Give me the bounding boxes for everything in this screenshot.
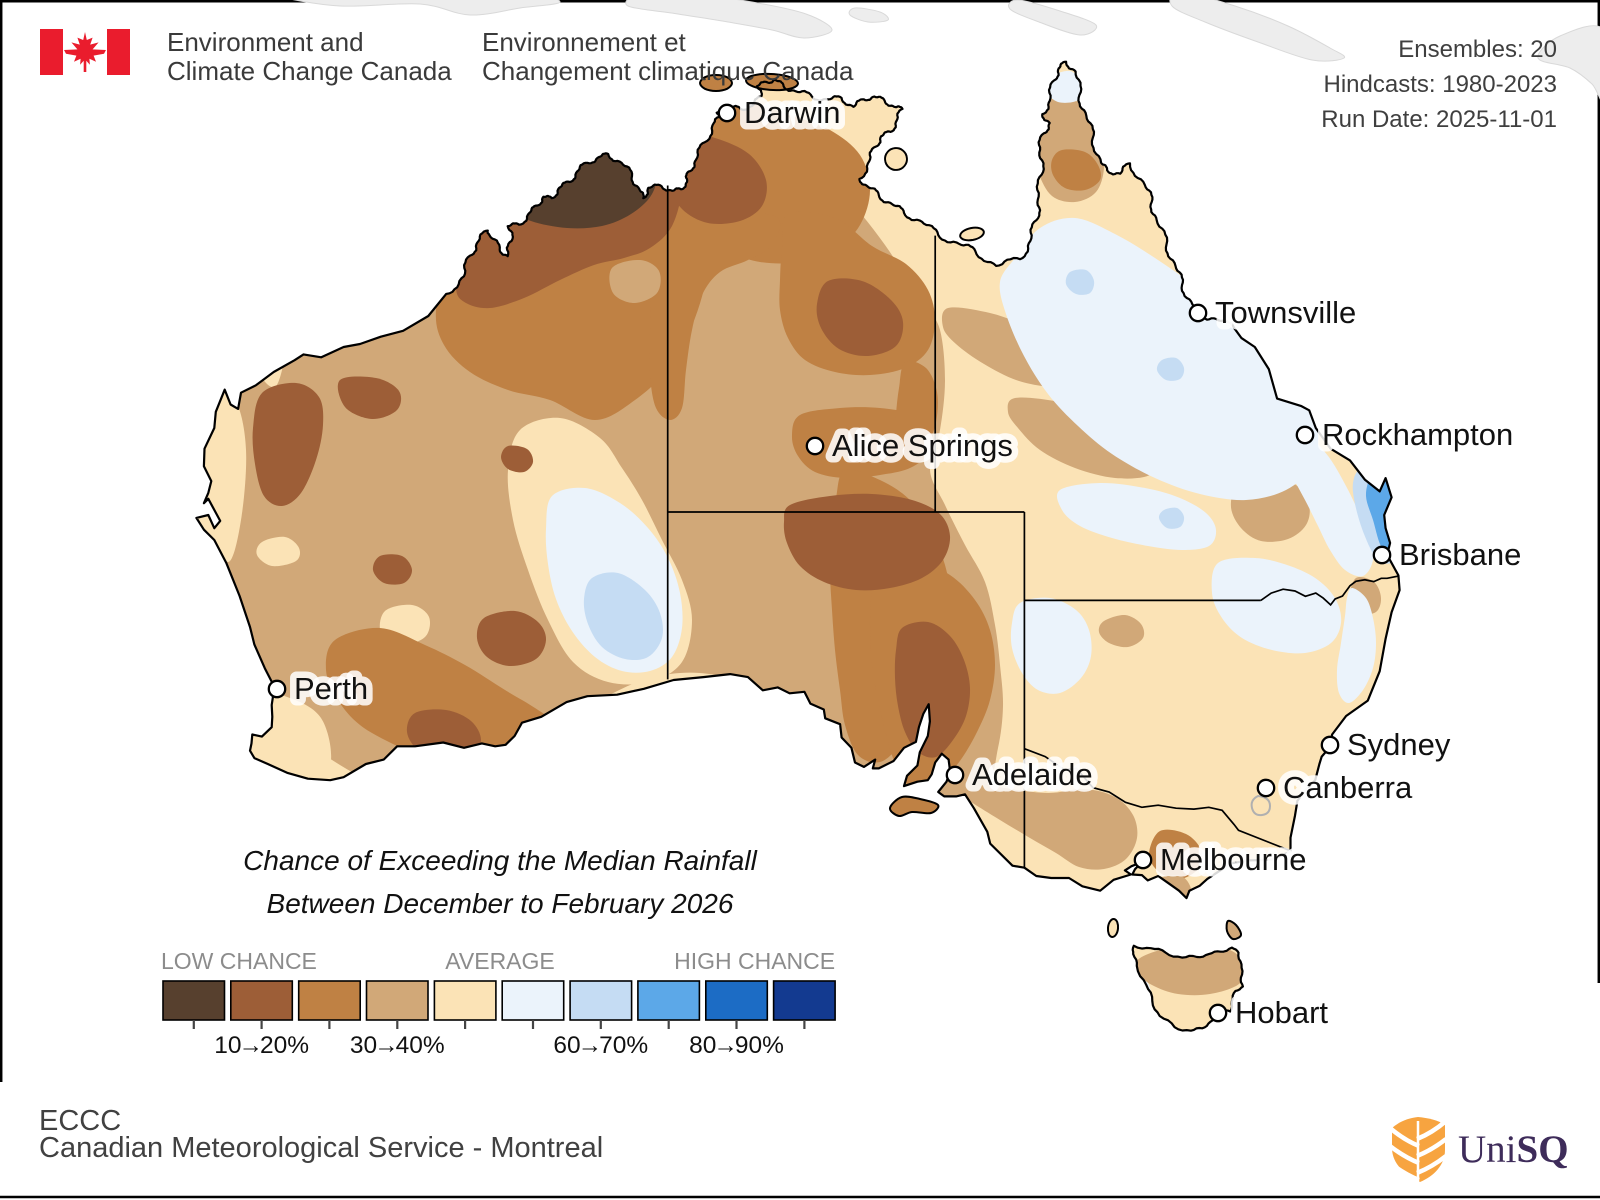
svg-text:Perth: Perth xyxy=(294,671,368,706)
svg-text:Sydney: Sydney xyxy=(1347,727,1451,762)
svg-text:Adelaide: Adelaide xyxy=(972,757,1093,792)
svg-text:60→70%: 60→70% xyxy=(553,1032,648,1059)
svg-text:LOW CHANCE: LOW CHANCE xyxy=(161,948,317,974)
svg-text:Brisbane: Brisbane xyxy=(1399,537,1521,572)
svg-text:Hobart: Hobart xyxy=(1235,995,1328,1030)
svg-text:Canberra: Canberra xyxy=(1283,770,1413,805)
svg-text:Changement climatique Canada: Changement climatique Canada xyxy=(482,56,854,86)
svg-text:Rockhampton: Rockhampton xyxy=(1322,417,1513,452)
svg-text:Townsville: Townsville xyxy=(1215,295,1356,330)
svg-text:Hindcasts: 1980-2023: Hindcasts: 1980-2023 xyxy=(1324,71,1557,98)
svg-text:ECCC: ECCC xyxy=(39,1105,121,1137)
svg-text:Environnement et: Environnement et xyxy=(482,27,687,57)
svg-text:Environment and: Environment and xyxy=(167,27,364,57)
svg-text:Melbourne: Melbourne xyxy=(1160,842,1306,877)
svg-text:Chance of Exceeding the Median: Chance of Exceeding the Median Rainfall xyxy=(243,845,757,876)
svg-text:10→20%: 10→20% xyxy=(214,1032,309,1059)
svg-text:AVERAGE: AVERAGE xyxy=(445,948,555,974)
svg-text:UniSQ: UniSQ xyxy=(1458,1128,1569,1171)
svg-text:Between December to February 2: Between December to February 2026 xyxy=(267,888,734,919)
svg-text:Alice Springs: Alice Springs xyxy=(832,428,1013,463)
svg-text:30→40%: 30→40% xyxy=(350,1032,445,1059)
svg-text:Ensembles: 20: Ensembles: 20 xyxy=(1398,36,1557,63)
svg-text:Darwin: Darwin xyxy=(744,95,840,130)
svg-text:80→90%: 80→90% xyxy=(689,1032,784,1059)
svg-text:Climate Change Canada: Climate Change Canada xyxy=(167,56,452,86)
svg-text:HIGH CHANCE: HIGH CHANCE xyxy=(674,948,835,974)
svg-text:Run Date: 2025-11-01: Run Date: 2025-11-01 xyxy=(1321,106,1557,133)
svg-text:Canadian Meteorological Servic: Canadian Meteorological Service - Montre… xyxy=(39,1132,603,1164)
